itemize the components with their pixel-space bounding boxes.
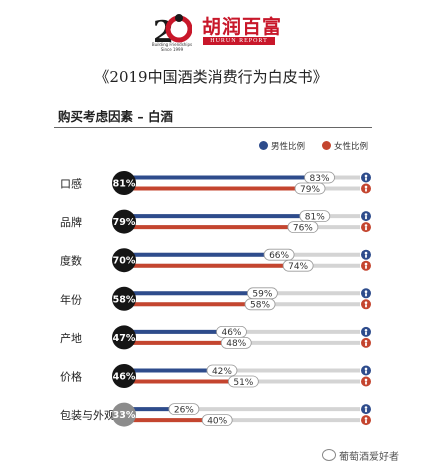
female-icon-head bbox=[364, 301, 368, 305]
overall-circle bbox=[112, 402, 136, 427]
male-icon-body bbox=[365, 254, 367, 258]
male-icon bbox=[259, 141, 268, 150]
category-label: 度数 bbox=[60, 254, 82, 268]
title-divider bbox=[54, 127, 372, 128]
data-label-male: 83% bbox=[310, 174, 330, 184]
data-label-female: 51% bbox=[233, 378, 253, 388]
data-label-female: 79% bbox=[300, 185, 320, 195]
male-icon-body bbox=[365, 331, 367, 335]
female-icon-body bbox=[365, 381, 367, 385]
overall-label: 79% bbox=[113, 217, 136, 228]
data-label-box bbox=[220, 336, 252, 349]
hurun-anniversary-logo: 2 bbox=[153, 14, 192, 50]
data-label-male: 42% bbox=[212, 367, 232, 377]
overall-circle bbox=[112, 286, 136, 311]
data-label-box bbox=[263, 248, 295, 261]
female-icon-head bbox=[364, 340, 368, 343]
data-label-male: 66% bbox=[269, 251, 289, 261]
male-icon-body bbox=[365, 409, 367, 413]
data-label-box bbox=[206, 364, 238, 377]
data-label-box bbox=[282, 259, 314, 272]
data-label-male: 26% bbox=[174, 405, 194, 415]
data-label-female: 74% bbox=[288, 262, 308, 272]
legend-female-label: 女性比例 bbox=[334, 142, 369, 152]
logo-caption: Building Friendships Since 1999 bbox=[151, 42, 193, 52]
data-label-female: 40% bbox=[207, 416, 227, 426]
overall-label: 46% bbox=[113, 372, 136, 383]
data-label-female: 48% bbox=[226, 339, 246, 349]
overall-circle bbox=[112, 209, 136, 234]
chart-title: 购买考虑因素 – 白酒 bbox=[58, 109, 173, 124]
male-icon-head bbox=[364, 290, 368, 294]
female-icon-body bbox=[365, 188, 367, 192]
male-icon-head bbox=[364, 174, 368, 178]
male-icon-body bbox=[365, 293, 367, 297]
female-icon-head bbox=[364, 378, 368, 382]
data-label-box bbox=[244, 298, 276, 311]
overall-label: 81% bbox=[113, 179, 136, 190]
legend-female: 女性比例 bbox=[322, 141, 368, 153]
category-label: 产地 bbox=[60, 331, 82, 345]
data-label-box bbox=[294, 182, 326, 195]
male-icon-body bbox=[365, 177, 367, 181]
overall-label: 70% bbox=[113, 256, 136, 267]
data-label-box bbox=[287, 221, 319, 234]
legend-male: 男性比例 bbox=[259, 141, 305, 153]
data-label-male: 81% bbox=[305, 212, 325, 222]
overall-circle bbox=[112, 248, 136, 273]
overall-circle bbox=[112, 171, 136, 195]
male-icon-head bbox=[364, 251, 368, 255]
category-label: 包装与外观 bbox=[60, 409, 115, 422]
overall-label: 47% bbox=[113, 333, 136, 344]
chat-bubble-icon bbox=[322, 449, 336, 461]
data-label-box bbox=[227, 375, 259, 388]
female-icon-body bbox=[365, 342, 367, 346]
male-icon-head bbox=[364, 329, 368, 332]
watermark-text: 葡萄酒爱好者 bbox=[339, 452, 399, 463]
data-label-male: 46% bbox=[221, 328, 241, 338]
category-label: 年份 bbox=[60, 292, 82, 306]
data-label-female: 76% bbox=[293, 223, 313, 233]
overall-label: 33% bbox=[113, 410, 136, 421]
female-icon bbox=[322, 141, 331, 150]
watermark: 葡萄酒爱好者 bbox=[322, 448, 399, 463]
category-label: 品牌 bbox=[60, 215, 82, 229]
legend-male-label: 男性比例 bbox=[271, 142, 306, 152]
overall-label: 58% bbox=[113, 294, 136, 305]
data-label-box bbox=[201, 414, 233, 427]
female-icon-body bbox=[365, 227, 367, 231]
male-icon-body bbox=[365, 370, 367, 374]
data-label-male: 59% bbox=[252, 290, 272, 300]
male-icon-head bbox=[364, 367, 368, 371]
category-label: 价格 bbox=[60, 370, 82, 384]
male-icon-head bbox=[364, 406, 368, 409]
male-icon-head bbox=[364, 213, 368, 216]
data-label-box bbox=[168, 403, 200, 416]
female-icon-body bbox=[365, 304, 367, 308]
female-icon-body bbox=[365, 420, 367, 424]
female-icon-head bbox=[364, 262, 368, 266]
brand-name-en: HURUN REPORT bbox=[203, 37, 275, 45]
male-icon-body bbox=[365, 216, 367, 220]
overall-circle bbox=[112, 364, 136, 388]
brand-name-cn: 胡润百富 bbox=[202, 16, 283, 38]
female-icon-head bbox=[364, 185, 368, 189]
category-label: 口感 bbox=[60, 178, 82, 191]
overall-circle bbox=[112, 325, 136, 350]
female-icon-body bbox=[365, 265, 367, 269]
data-label-box bbox=[299, 210, 331, 223]
female-icon-head bbox=[364, 224, 368, 227]
female-icon-head bbox=[364, 417, 368, 420]
data-label-female: 58% bbox=[250, 301, 270, 311]
report-title: 《2019中国酒类消费行为白皮书》 bbox=[94, 68, 328, 86]
